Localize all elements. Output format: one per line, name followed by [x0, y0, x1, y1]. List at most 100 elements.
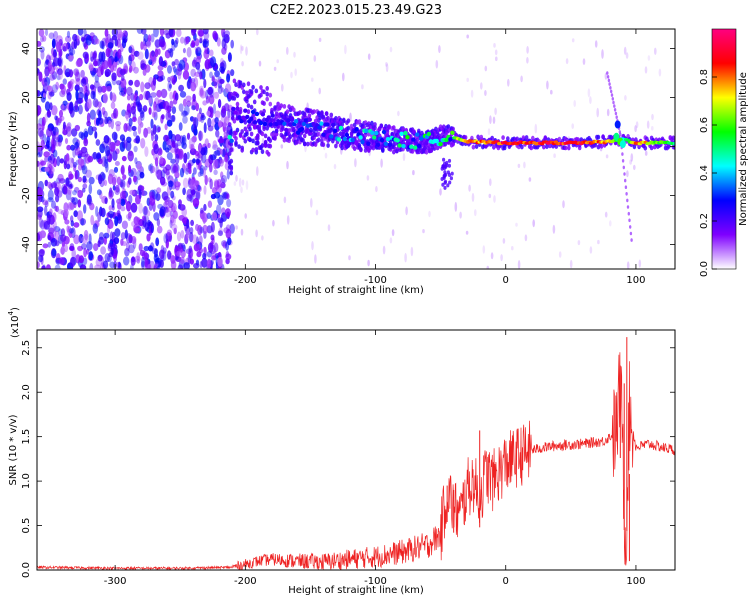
- track-envelope: [268, 138, 273, 144]
- faint-blob: [596, 107, 599, 118]
- faint-blob: [244, 213, 247, 219]
- noise-blob: [194, 150, 200, 157]
- track-core: [413, 145, 418, 150]
- noise-blob: [210, 221, 215, 233]
- faint-blob: [601, 49, 604, 59]
- noise-blob: [182, 187, 186, 196]
- noise-blob: [113, 166, 119, 173]
- noise-blob: [49, 91, 55, 97]
- track-envelope: [476, 134, 480, 140]
- noise-blob: [203, 165, 208, 171]
- noise-blob: [142, 105, 148, 112]
- noise-blob: [163, 195, 170, 203]
- faint-blob: [484, 90, 487, 96]
- track-core: [364, 128, 369, 134]
- noise-blob: [151, 247, 158, 255]
- noise-blob: [67, 81, 72, 90]
- track-core: [243, 108, 248, 113]
- noise-blob: [201, 112, 205, 118]
- noise-blob: [219, 78, 225, 84]
- track-envelope: [229, 166, 234, 172]
- faint-blob: [342, 72, 345, 82]
- faint-blob: [493, 43, 496, 48]
- noise-blob: [182, 70, 190, 80]
- track-core: [415, 132, 420, 137]
- noise-blob: [225, 241, 230, 251]
- noise-blob: [198, 130, 204, 141]
- track-core: [375, 142, 381, 147]
- track-envelope: [262, 101, 266, 106]
- noise-blob: [64, 154, 70, 165]
- noise-blob: [78, 104, 83, 115]
- noise-blob: [172, 163, 179, 173]
- faint-blob: [272, 219, 275, 227]
- noise-blob: [175, 180, 179, 187]
- faint-blob: [273, 66, 277, 71]
- faint-blob: [397, 110, 400, 117]
- faint-blob: [651, 113, 654, 121]
- noise-blob: [150, 130, 155, 142]
- noise-blob: [72, 190, 77, 196]
- streak-mark: [612, 100, 615, 105]
- noise-blob: [53, 149, 58, 158]
- noise-blob: [192, 59, 197, 67]
- noise-blob: [80, 152, 86, 158]
- snr-y-tick-label: 0.5: [21, 518, 32, 534]
- noise-blob: [143, 127, 149, 138]
- noise-blob: [202, 40, 209, 48]
- noise-blob: [101, 208, 105, 216]
- noise-blob: [143, 33, 149, 42]
- track-core: [284, 127, 289, 133]
- faint-blob: [609, 220, 612, 227]
- track-envelope: [435, 145, 440, 151]
- noise-blob: [58, 117, 63, 124]
- noise-blob: [63, 183, 68, 195]
- colorbar-tick-label: 0.4: [699, 165, 710, 181]
- noise-blob: [174, 153, 180, 165]
- noise-blob: [103, 232, 110, 239]
- noise-blob: [208, 94, 215, 105]
- noise-blob: [97, 211, 101, 222]
- noise-blob: [97, 86, 103, 93]
- track-envelope: [268, 101, 273, 107]
- noise-blob: [37, 186, 43, 197]
- faint-blob: [502, 238, 506, 244]
- track-envelope: [471, 144, 476, 150]
- noise-blob: [203, 185, 207, 195]
- noise-blob: [112, 185, 116, 191]
- faint-blob: [582, 58, 586, 65]
- noise-blob: [148, 107, 152, 115]
- noise-blob: [123, 256, 130, 266]
- noise-blob: [37, 211, 41, 218]
- noise-blob: [210, 234, 215, 241]
- noise-blob: [214, 110, 221, 119]
- noise-blob: [104, 217, 110, 226]
- noise-blob: [116, 176, 122, 186]
- noise-blob: [195, 48, 199, 56]
- track-envelope: [342, 117, 346, 123]
- noise-blob: [151, 111, 156, 118]
- faint-blob: [385, 63, 389, 73]
- noise-blob: [159, 29, 165, 37]
- noise-blob: [225, 250, 230, 258]
- noise-blob: [189, 227, 194, 234]
- track-tail: [443, 180, 447, 185]
- noise-blob: [128, 244, 135, 254]
- noise-blob: [100, 246, 106, 255]
- noise-blob: [212, 30, 218, 40]
- streak-mark: [621, 159, 625, 163]
- noise-blob: [203, 203, 207, 212]
- noise-blob: [207, 125, 214, 132]
- faint-blob: [604, 72, 608, 80]
- noise-blob: [192, 93, 196, 102]
- noise-blob: [98, 51, 104, 63]
- faint-blob: [435, 59, 439, 69]
- track-envelope: [557, 136, 562, 142]
- track-core: [286, 118, 291, 123]
- noise-blob: [89, 109, 96, 120]
- faint-blob: [577, 240, 581, 246]
- noise-blob: [122, 174, 127, 181]
- noise-blob: [140, 81, 145, 93]
- noise-blob: [158, 56, 164, 67]
- noise-blob: [230, 69, 235, 77]
